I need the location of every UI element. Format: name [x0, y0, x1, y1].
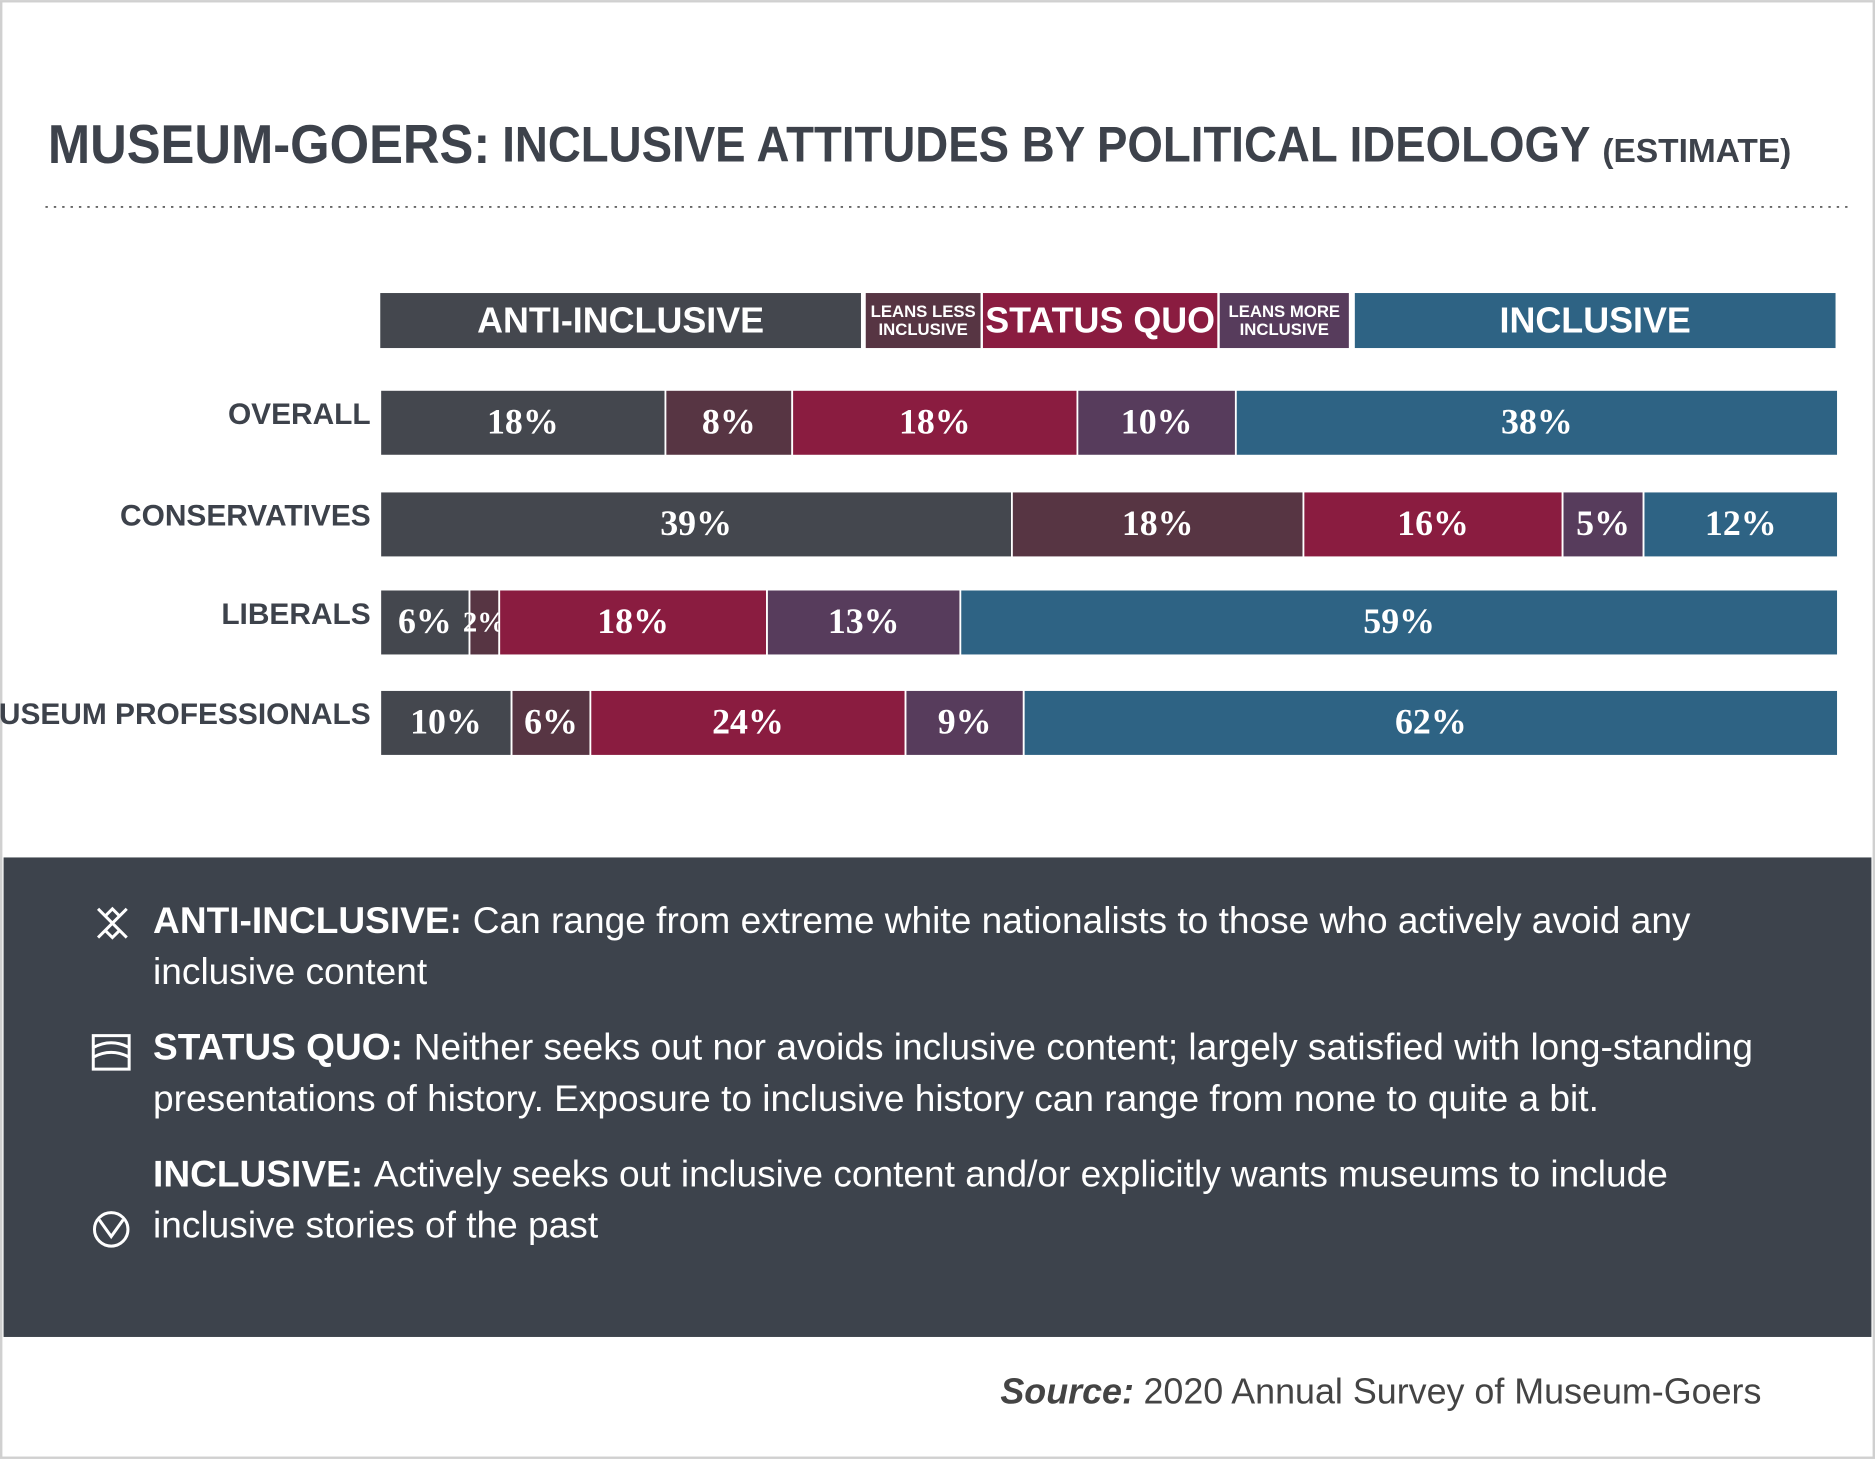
legend-label: STATUS QUO — [985, 300, 1216, 341]
data-label: 18% — [597, 601, 669, 641]
note: ANTI-INCLUSIVE: Can range from extreme wh… — [153, 895, 1779, 998]
bar-segment — [510, 689, 592, 757]
source-text: 2020 Annual Survey of Museum-Goers — [1143, 1372, 1761, 1412]
bars: OVERALL 18% 8% 18% 10% 38% CONSERVATIVES 39% 18%… — [0, 388, 1839, 757]
bar-segment — [791, 388, 1079, 457]
bar-segment — [379, 490, 1013, 559]
legend-swatch — [1219, 293, 1349, 349]
note-text: Neither seeks out nor avoids inclusive c… — [153, 1026, 1754, 1120]
data-label: 5% — [1576, 503, 1630, 543]
legend-label-box: INCLUSIVE — [1499, 300, 1691, 341]
notes-list: ANTI-INCLUSIVE: Can range from extreme wh… — [153, 895, 1779, 1251]
legend-swatch — [380, 293, 861, 349]
data-label: 10% — [1121, 401, 1193, 441]
status-icon — [91, 1034, 131, 1071]
note-term: STATUS QUO: — [153, 1026, 403, 1068]
data-label: 16% — [1397, 503, 1469, 543]
data-label: 6% — [398, 601, 452, 641]
legend-label-box: ANTI-INCLUSIVE — [477, 300, 765, 341]
data-label: 62% — [1395, 702, 1467, 742]
inclusive-icon-mark — [98, 1218, 125, 1240]
data-label: 59% — [1363, 601, 1435, 641]
legend-label: LEANS LESS INCLUSIVE — [870, 300, 976, 339]
chart-title-lead: MUSEUM-GOERS: — [48, 113, 490, 175]
legend: ANTI-INCLUSIVE LEANS LESS INCLUSIVE STATUS… — [380, 293, 1836, 349]
legend-swatch — [865, 293, 981, 349]
bar-segment — [379, 588, 471, 657]
data-label: 13% — [828, 601, 900, 641]
bar-segment — [498, 588, 768, 657]
bar-segment — [766, 588, 962, 657]
data-label: 9% — [938, 702, 992, 742]
note-text: Actively seeks out inclusive content and… — [153, 1152, 1668, 1247]
bar-segment — [1076, 388, 1237, 457]
bar-segment — [379, 689, 513, 757]
notes: ANTI-INCLUSIVE: Can range from extreme wh… — [153, 895, 1779, 1251]
chart-title: INCLUSIVE ATTITUDES BY POLITICAL IDEOLOG… — [502, 117, 1590, 173]
bar-segment — [1022, 689, 1839, 757]
legend-label: ANTI-INCLUSIVE — [477, 300, 765, 341]
data-label: 10% — [410, 702, 482, 742]
icons — [91, 906, 131, 1248]
bar-segment — [959, 588, 1839, 657]
bar-segment — [379, 388, 667, 457]
data-label: 39% — [660, 503, 732, 543]
legend-label: INCLUSIVE — [1499, 300, 1691, 341]
bar-segment — [1642, 490, 1839, 559]
legend-label-box: LEANS LESS INCLUSIVE — [870, 300, 976, 339]
note-text: Can range from extreme white nationalist… — [153, 899, 1691, 993]
bar-segment — [1302, 490, 1564, 559]
legend-swatch — [982, 293, 1218, 349]
note-term: INCLUSIVE: — [153, 1152, 364, 1195]
source-label: Source: — [1000, 1372, 1134, 1412]
y-tick-label: CONSERVATIVES — [120, 500, 371, 533]
note: STATUS QUO: Neither seeks out nor avoids … — [153, 1021, 1779, 1124]
y-tick-label: OVERALL — [228, 398, 371, 431]
bar-segment — [1234, 388, 1839, 457]
y-tick-label: LIBERALS — [221, 598, 370, 631]
legend-label-box: STATUS QUO — [985, 300, 1216, 341]
data-label: 18% — [487, 401, 559, 441]
legend-label: LEANS MORE INCLUSIVE — [1228, 300, 1341, 339]
legend-label-box: LEANS MORE INCLUSIVE — [1228, 300, 1341, 339]
data-label: 18% — [899, 401, 971, 441]
chart-title-note: (ESTIMATE) — [1602, 133, 1791, 170]
anti-icon — [96, 906, 128, 940]
bar-segment — [664, 388, 794, 457]
y-tick-label: MUSEUM PROFESSIONALS — [0, 698, 371, 731]
bar-segment — [589, 689, 907, 757]
bar-segment — [1011, 490, 1305, 559]
data-label: 8% — [702, 401, 756, 441]
note-term: ANTI-INCLUSIVE: — [153, 899, 462, 942]
inclusive-icon — [92, 1211, 130, 1248]
data-label: 18% — [1122, 503, 1194, 543]
data-label: 6% — [524, 702, 578, 742]
bar-segment — [904, 689, 1025, 757]
source: Source: 2020 Annual Survey of Museum-Goer… — [1000, 1372, 1761, 1412]
data-label: 12% — [1705, 503, 1777, 543]
notes-panel — [3, 857, 1872, 1337]
legend-swatch — [1354, 293, 1836, 349]
data-label: 24% — [712, 702, 784, 742]
data-label: 38% — [1501, 401, 1573, 441]
note: INCLUSIVE: Actively seeks out inclusive c… — [153, 1148, 1779, 1251]
